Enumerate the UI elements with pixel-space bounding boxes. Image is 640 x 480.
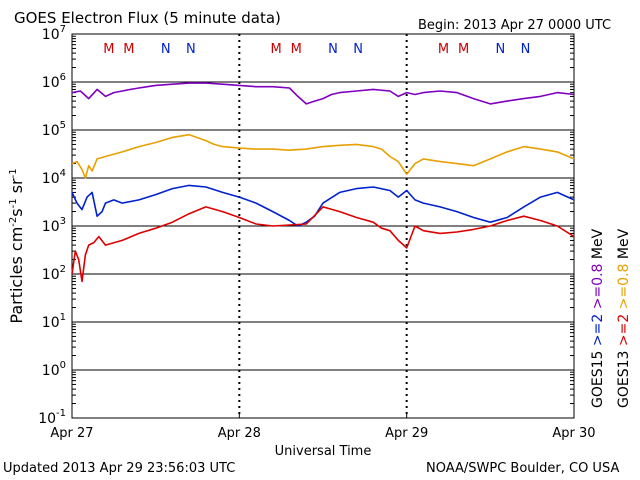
y-tick-label: 107 xyxy=(42,24,66,43)
x-tick-label: Apr 29 xyxy=(385,426,428,441)
gridlines xyxy=(72,34,574,418)
marker-label: N xyxy=(496,42,506,57)
y-axis-ticks: 10-1 100 101 102 103 104 105 106 107 xyxy=(38,24,574,427)
x-tick-label: Apr 28 xyxy=(218,426,261,441)
legend-entry: MeV xyxy=(616,228,632,263)
series-line xyxy=(71,133,575,179)
legend-text: GOES15 >=2 >=0.8 MeV xyxy=(590,228,606,408)
x-tick-label: Apr 27 xyxy=(50,426,93,441)
legend-entry: >=2 xyxy=(616,314,632,351)
series-line xyxy=(71,82,575,105)
legend-column: GOES15 >=2 >=0.8 MeV xyxy=(590,228,606,408)
begin-time: Begin: 2013 Apr 27 0000 UTC xyxy=(418,18,612,33)
marker-label: N xyxy=(521,42,531,57)
legend-entry: GOES13 xyxy=(616,351,632,408)
y-tick-label: 102 xyxy=(42,264,66,283)
marker-label: N xyxy=(353,42,363,57)
marker-label: M xyxy=(123,42,134,57)
marker-label: N xyxy=(328,42,338,57)
marker-label: M xyxy=(458,42,469,57)
marker-label: M xyxy=(271,42,282,57)
y-tick-label: 103 xyxy=(42,216,66,235)
y-tick-label: 100 xyxy=(42,360,66,379)
legend-entry: >=0.8 xyxy=(616,264,632,314)
series-line xyxy=(71,184,575,227)
legend-entry: >=0.8 xyxy=(590,264,606,314)
credit-text: NOAA/SWPC Boulder, CO USA xyxy=(426,461,620,476)
data-series xyxy=(71,82,575,283)
updated-time: Updated 2013 Apr 29 23:56:03 UTC xyxy=(3,461,236,476)
marker-label: M xyxy=(291,42,302,57)
legend-column: GOES13 >=2 >=0.8 MeV xyxy=(616,228,632,408)
y-tick-label: 104 xyxy=(42,168,66,187)
legend-entry: MeV xyxy=(590,228,606,263)
marker-label: N xyxy=(161,42,171,57)
y-tick-label: 101 xyxy=(42,312,66,331)
x-axis-ticks: Apr 27 Apr 28 Apr 29 Apr 30 xyxy=(50,412,596,441)
chart-title: GOES Electron Flux (5 minute data) xyxy=(14,9,281,27)
marker-label: N xyxy=(186,42,196,57)
y-tick-label: 105 xyxy=(42,120,66,139)
x-axis-label: Universal Time xyxy=(275,444,372,459)
y-tick-label: 106 xyxy=(42,72,66,91)
marker-label: M xyxy=(103,42,114,57)
legend-text: GOES13 >=2 >=0.8 MeV xyxy=(616,228,632,408)
series-line xyxy=(71,206,575,283)
x-tick-label: Apr 30 xyxy=(552,426,595,441)
y-tick-label: 10-1 xyxy=(38,408,66,427)
legend-entry: GOES15 xyxy=(590,351,606,408)
marker-label: M xyxy=(438,42,449,57)
legend-entry: >=2 xyxy=(590,314,606,351)
y-axis-label: Particles cm-2s-1 sr-1 xyxy=(7,168,26,323)
